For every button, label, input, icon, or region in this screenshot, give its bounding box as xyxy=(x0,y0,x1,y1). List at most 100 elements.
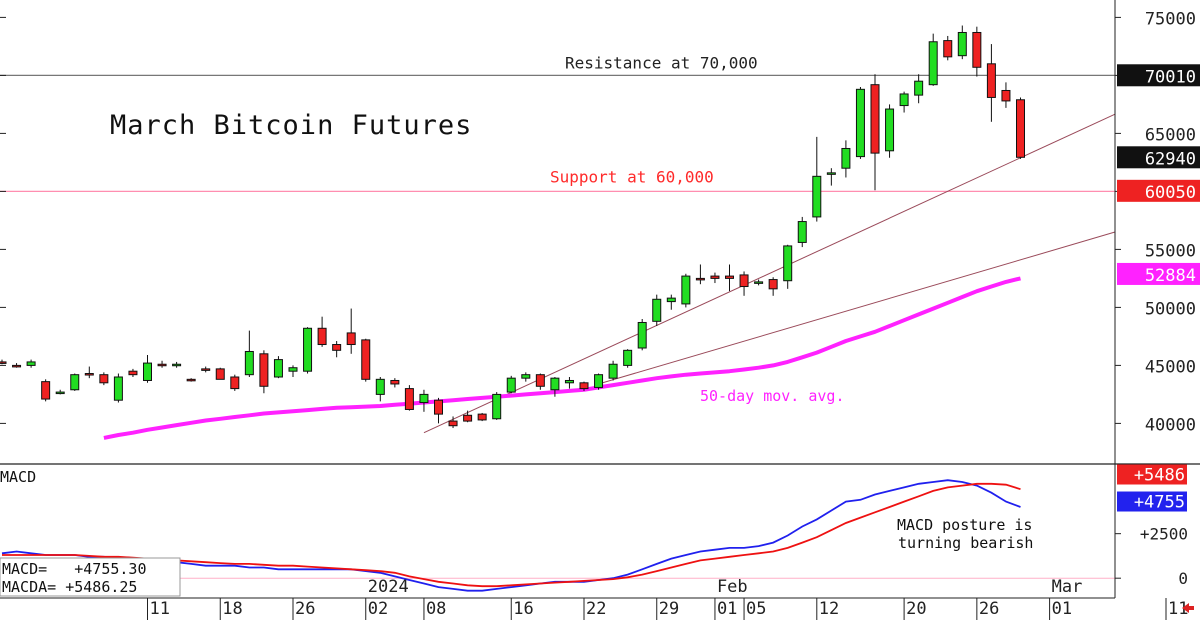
candle-body xyxy=(273,359,283,378)
price-tick-label: 50000 xyxy=(1145,299,1196,319)
candle xyxy=(666,294,676,310)
candle-body xyxy=(477,413,487,421)
candle-body xyxy=(346,332,356,346)
candle xyxy=(1001,82,1011,108)
candle-body xyxy=(608,363,618,379)
candle-body xyxy=(215,368,225,380)
date-label: 22 xyxy=(586,599,606,619)
candle xyxy=(768,277,778,296)
candle-body xyxy=(143,362,152,381)
candle-body xyxy=(128,370,138,376)
candle-body xyxy=(535,374,545,387)
candle xyxy=(885,104,895,158)
candle-body xyxy=(550,377,560,391)
hline-label-1: Support at 60,000 xyxy=(550,167,714,186)
macd-legend-macd: MACD= +4755.30 xyxy=(2,560,147,578)
candle xyxy=(812,136,822,222)
date-label: 26 xyxy=(295,599,315,619)
candle xyxy=(841,140,851,178)
candle xyxy=(986,44,996,122)
macd-legend: MACD= +4755.30 MACDA= +5486.25 xyxy=(0,557,181,597)
trendline-shallow xyxy=(598,231,1116,385)
candle-body xyxy=(186,378,196,382)
candle xyxy=(288,365,298,377)
candle-body xyxy=(972,31,982,68)
month-label: Feb xyxy=(717,577,748,597)
candle xyxy=(0,359,7,365)
candle xyxy=(506,375,516,394)
candle xyxy=(943,35,953,61)
candle xyxy=(390,378,400,388)
candle xyxy=(637,319,647,351)
candle xyxy=(128,368,138,377)
candle xyxy=(725,264,734,292)
candle-body xyxy=(303,327,313,372)
price-tag: 70010 xyxy=(1117,64,1200,87)
ma50-line xyxy=(103,276,1021,440)
candle-body xyxy=(375,378,385,395)
date-label: 12 xyxy=(819,599,839,619)
price-tag-text: 70010 xyxy=(1145,67,1196,87)
candle-body xyxy=(783,245,793,282)
candle-body xyxy=(870,84,880,154)
candle-body xyxy=(259,353,269,387)
candle xyxy=(244,330,254,377)
candle xyxy=(273,356,283,379)
candle-body xyxy=(448,420,458,427)
candle-body xyxy=(230,376,240,390)
candle xyxy=(12,363,22,368)
date-label: 08 xyxy=(426,599,446,619)
candle xyxy=(957,25,967,60)
candle-body xyxy=(754,281,764,284)
candle xyxy=(26,359,36,368)
candle-body xyxy=(434,399,443,415)
candle xyxy=(477,412,487,422)
candle xyxy=(84,366,94,379)
candle xyxy=(303,327,313,374)
macd-tag-text: +5486 xyxy=(1134,465,1185,485)
candle-body xyxy=(113,376,123,401)
candle-body xyxy=(463,414,473,422)
price-tag: 62940 xyxy=(1117,146,1200,169)
date-label: 26 xyxy=(979,599,999,619)
candle xyxy=(172,361,182,368)
candle xyxy=(157,360,167,368)
candle xyxy=(594,373,604,390)
candle xyxy=(1016,97,1025,159)
candle-body xyxy=(943,40,953,58)
price-tick-label: 65000 xyxy=(1145,125,1196,145)
candle-body xyxy=(361,339,371,380)
candle xyxy=(215,367,225,380)
candle xyxy=(375,377,385,402)
candle-body xyxy=(84,373,94,376)
price-tick-label: 45000 xyxy=(1145,357,1196,377)
candle-body xyxy=(594,374,604,388)
candle xyxy=(404,385,414,411)
candle-body xyxy=(957,31,967,57)
date-label: 29 xyxy=(659,599,679,619)
price-tag-bg xyxy=(1117,64,1200,87)
candle xyxy=(186,378,196,382)
candle xyxy=(826,168,836,186)
date-label: 18 xyxy=(222,599,242,619)
date-label: 16 xyxy=(513,599,533,619)
candle xyxy=(710,272,720,284)
candle-body xyxy=(244,350,254,376)
candle-body xyxy=(725,275,734,279)
candle xyxy=(972,26,982,77)
price-tick-label: 40000 xyxy=(1145,415,1196,435)
macd-annotation-line-1: MACD posture is xyxy=(897,516,1032,534)
date-label: 01 xyxy=(1052,599,1072,619)
candle-body xyxy=(404,388,414,410)
month-label: 2024 xyxy=(368,577,409,597)
hline-label-0: Resistance at 70,000 xyxy=(565,53,758,72)
candle xyxy=(99,372,109,386)
candle-body xyxy=(390,379,400,385)
scroll-right-arrow-icon[interactable] xyxy=(1180,600,1196,616)
macd-legend-macda: MACDA= +5486.25 xyxy=(2,578,137,596)
price-tag-text: 62940 xyxy=(1145,149,1196,169)
ma-label: 50-day mov. avg. xyxy=(700,387,845,405)
macd-tag-bg xyxy=(1117,491,1187,512)
